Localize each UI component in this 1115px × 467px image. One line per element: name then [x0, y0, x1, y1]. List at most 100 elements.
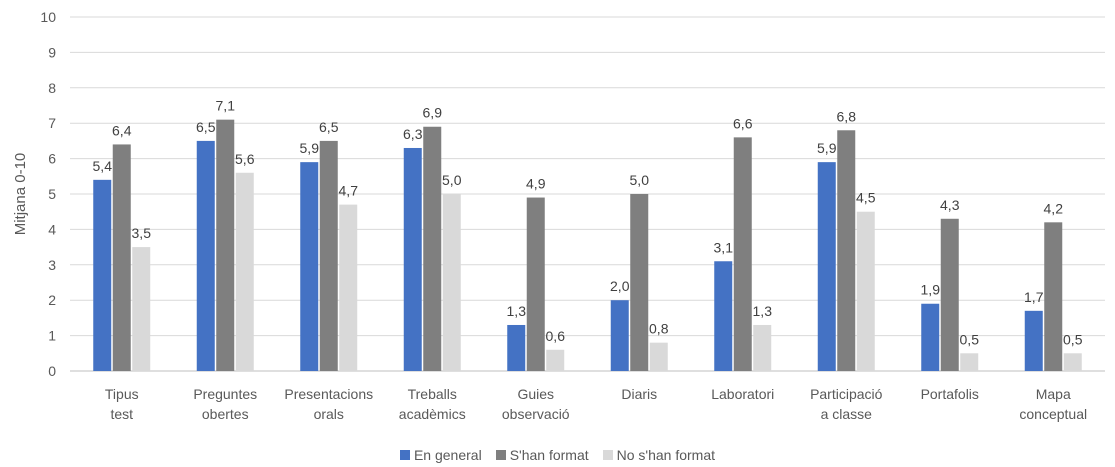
bar-1-4	[526, 197, 545, 371]
data-label-1-6: 6,6	[733, 115, 753, 131]
x-tick-label-6-0: Laboratori	[711, 386, 774, 402]
bar-0-8	[921, 303, 940, 371]
data-label-2-3: 5,0	[442, 172, 462, 188]
data-label-1-4: 4,9	[526, 176, 546, 192]
data-label-2-9: 0,5	[1063, 331, 1083, 347]
y-tick-label-8: 8	[48, 80, 56, 96]
data-label-2-1: 5,6	[235, 151, 255, 167]
bar-0-4	[507, 324, 526, 371]
x-tick-label-1-0: Preguntes	[193, 386, 257, 402]
x-tick-label-4-1: observació	[502, 406, 570, 422]
y-tick-label-3: 3	[48, 257, 56, 273]
y-tick-label-5: 5	[48, 186, 56, 202]
x-tick-label-9-0: Mapa	[1036, 386, 1071, 402]
y-tick-label-10: 10	[40, 9, 56, 25]
x-tick-label-7-1: a classe	[821, 406, 873, 422]
legend-item-shan-format: S'han format	[495, 447, 589, 463]
legend-swatch-no-shan-format	[602, 450, 613, 460]
bar-1-5	[630, 194, 649, 371]
bar-chart: 0 1 2 3 4 5 6 7 8 9 10 Mitjana 0-10 5,4 6,4 3,5 Tipus te…	[12, 9, 1105, 422]
bar-2-3	[442, 194, 461, 371]
bar-1-8	[940, 218, 959, 371]
y-tick-label-1: 1	[48, 328, 56, 344]
chart-legend: En general S'han format No s'han format	[0, 447, 1115, 463]
x-tick-label-3-1: acadèmics	[399, 406, 466, 422]
bar-2-4	[546, 349, 565, 371]
bar-0-0	[93, 179, 112, 371]
x-tick-label-8-0: Portafolis	[921, 386, 979, 402]
legend-label-shan-format: S'han format	[509, 447, 589, 463]
data-label-2-2: 4,7	[339, 183, 359, 199]
x-tick-label-2-1: orals	[314, 406, 344, 422]
x-tick-label-9-1: conceptual	[1019, 406, 1087, 422]
data-label-1-8: 4,3	[940, 197, 960, 213]
x-tick-label-1-1: obertes	[202, 406, 249, 422]
data-label-1-9: 4,2	[1044, 200, 1064, 216]
data-label-1-7: 6,8	[837, 108, 857, 124]
data-label-1-1: 7,1	[216, 98, 236, 114]
data-label-0-5: 2,0	[610, 278, 630, 294]
x-tick-label-3-0: Treballs	[408, 386, 457, 402]
bar-2-7	[856, 211, 875, 371]
data-label-2-6: 1,3	[753, 303, 773, 319]
data-label-0-2: 5,9	[300, 140, 320, 156]
data-label-2-4: 0,6	[546, 328, 566, 344]
legend-label-no-shan-format: No s'han format	[616, 447, 716, 463]
y-tick-label-7: 7	[48, 115, 56, 131]
y-tick-label-4: 4	[48, 221, 56, 237]
bar-0-1	[196, 140, 215, 371]
bar-1-9	[1044, 222, 1063, 371]
bar-1-3	[423, 126, 442, 372]
data-label-0-4: 1,3	[507, 303, 527, 319]
y-tick-label-9: 9	[48, 44, 56, 60]
bar-2-5	[649, 342, 668, 371]
bar-1-7	[837, 130, 856, 371]
y-tick-label-2: 2	[48, 292, 56, 308]
bar-1-6	[733, 137, 752, 371]
data-label-1-5: 5,0	[630, 172, 650, 188]
data-label-0-0: 5,4	[93, 158, 113, 174]
bar-2-8	[960, 353, 979, 371]
data-label-0-1: 6,5	[196, 119, 216, 135]
legend-swatch-en-general	[399, 450, 410, 460]
x-tick-label-0-0: Tipus	[105, 386, 139, 402]
bar-1-2	[319, 140, 338, 371]
data-label-1-3: 6,9	[423, 105, 443, 121]
bar-2-6	[753, 324, 772, 371]
x-tick-label-4-0: Guies	[517, 386, 554, 402]
data-label-2-5: 0,8	[649, 321, 669, 337]
data-label-0-6: 3,1	[714, 239, 734, 255]
data-label-0-9: 1,7	[1024, 289, 1044, 305]
y-axis-title: Mitjana 0-10	[12, 153, 29, 236]
x-tick-label-5-0: Diaris	[621, 386, 657, 402]
bar-1-1	[216, 119, 235, 371]
bar-0-5	[610, 300, 629, 371]
legend-item-en-general: En general	[399, 447, 482, 463]
x-tick-label-7-0: Participació	[810, 386, 883, 402]
data-label-2-7: 4,5	[856, 190, 876, 206]
legend-label-en-general: En general	[413, 447, 482, 463]
legend-item-no-shan-format: No s'han format	[602, 447, 716, 463]
data-label-0-7: 5,9	[817, 140, 837, 156]
bar-2-0	[132, 247, 151, 371]
data-label-2-0: 3,5	[132, 225, 152, 241]
bar-0-3	[403, 147, 422, 371]
y-tick-label-0: 0	[48, 363, 56, 379]
data-label-1-0: 6,4	[112, 122, 132, 138]
y-tick-label-6: 6	[48, 151, 56, 167]
bar-0-7	[817, 162, 836, 371]
x-tick-label-2-0: Presentacions	[284, 386, 373, 402]
bar-2-9	[1063, 353, 1082, 371]
bar-2-2	[339, 204, 358, 371]
bar-1-0	[112, 144, 131, 371]
bar-0-9	[1024, 310, 1043, 371]
bar-0-6	[714, 261, 733, 371]
data-label-0-8: 1,9	[921, 282, 941, 298]
bar-2-1	[235, 172, 254, 371]
data-label-2-8: 0,5	[960, 331, 980, 347]
bar-0-2	[300, 162, 319, 371]
data-label-0-3: 6,3	[403, 126, 423, 142]
data-label-1-2: 6,5	[319, 119, 339, 135]
legend-swatch-shan-format	[495, 450, 506, 460]
x-tick-label-0-1: test	[110, 406, 133, 422]
